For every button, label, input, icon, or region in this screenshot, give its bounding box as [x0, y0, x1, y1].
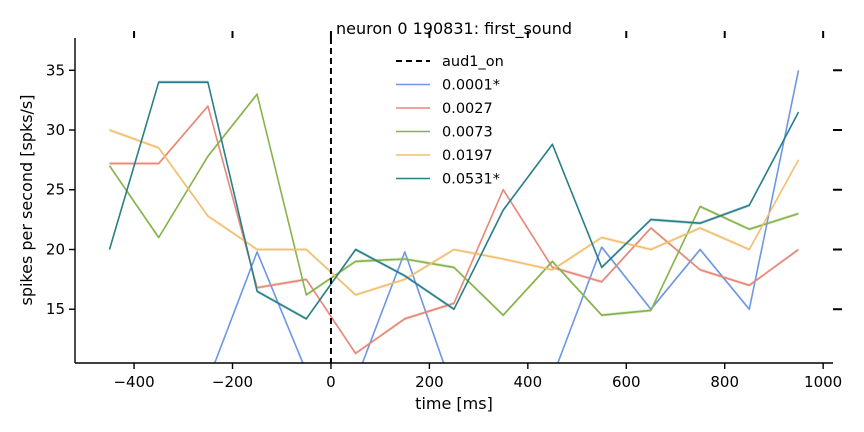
- legend-label: 0.0001*: [442, 78, 500, 94]
- y-tick-label: 20: [46, 240, 65, 258]
- y-tick-label: 25: [46, 181, 65, 199]
- x-tick-label: 200: [415, 373, 444, 391]
- legend-label: 0.0027: [442, 101, 493, 117]
- y-tick-label: 15: [46, 300, 65, 318]
- x-axis-label: time [ms]: [415, 394, 493, 413]
- legend: aud1_on 0.0001* 0.0027 0.0073 0.0197 0.0531*: [396, 54, 504, 188]
- series-line-2: [108, 93, 799, 317]
- series-bands: [109, 68, 799, 363]
- series-line-0: [213, 70, 800, 363]
- x-tick-label: 600: [612, 373, 641, 391]
- y-tick-label: 35: [46, 61, 65, 79]
- legend-label: aud1_on: [442, 54, 504, 70]
- series-band-1: [109, 104, 799, 355]
- legend-label: 0.0197: [442, 148, 493, 164]
- series-line-4: [108, 81, 800, 320]
- series-line-1: [109, 105, 799, 355]
- series-line-3: [109, 129, 800, 296]
- series-lines: [108, 70, 800, 363]
- x-tick-label: −200: [212, 373, 253, 391]
- y-ticks: 15 20 25 30 35: [46, 61, 842, 318]
- x-ticks: −400 −200 0 200 400 600 800 1000: [113, 31, 842, 391]
- x-tick-label: 1000: [804, 373, 842, 391]
- x-tick-label: −400: [113, 373, 154, 391]
- legend-label: 0.0531*: [442, 172, 500, 188]
- x-tick-label: 0: [326, 373, 336, 391]
- legend-label: 0.0073: [442, 125, 493, 141]
- chart-title: neuron 0 190831: first_sound: [336, 19, 572, 39]
- y-axis-label: spikes per second [spks/s]: [17, 94, 36, 305]
- x-tick-label: 800: [710, 373, 739, 391]
- x-tick-label: 400: [514, 373, 543, 391]
- y-tick-label: 30: [46, 121, 65, 139]
